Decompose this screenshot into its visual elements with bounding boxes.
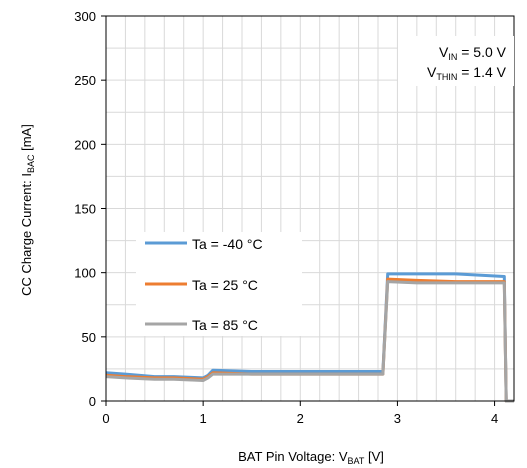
y-tick-label: 150 bbox=[74, 202, 96, 217]
condition-vin: VIN = 5.0 V bbox=[439, 44, 507, 62]
y-tick-label: 50 bbox=[82, 330, 96, 345]
series-line-3 bbox=[105, 280, 514, 403]
x-tick-label: 1 bbox=[200, 411, 207, 426]
axes bbox=[101, 15, 515, 406]
legend-label-series-2: Ta = 25 °C bbox=[192, 277, 258, 293]
legend-label-series-3: Ta = 85 °C bbox=[192, 317, 258, 333]
legend-label-series-1: Ta = -40 °C bbox=[192, 236, 263, 252]
x-tick-label: 0 bbox=[102, 411, 109, 426]
y-tick-label: 250 bbox=[74, 73, 96, 88]
legend: Ta = -40 °C Ta = 25 °C Ta = 85 °C bbox=[136, 232, 302, 336]
y-tick-label: 100 bbox=[74, 266, 96, 281]
condition-vthin: VTHIN = 1.4 V bbox=[427, 64, 507, 82]
x-tick-label: 4 bbox=[491, 411, 498, 426]
y-tick-label: 0 bbox=[89, 394, 96, 409]
conditions-annotation: VIN = 5.0 V VTHIN = 1.4 V bbox=[398, 36, 514, 86]
x-tick-label: 2 bbox=[297, 411, 304, 426]
series-layer bbox=[105, 272, 514, 403]
x-axis-title: BAT Pin Voltage: VBAT [V] bbox=[238, 449, 384, 466]
x-tick-label: 3 bbox=[394, 411, 401, 426]
y-tick-label: 300 bbox=[74, 9, 96, 24]
tick-labels: 0 1 2 3 4 0 50 100 150 200 250 300 bbox=[74, 9, 498, 426]
y-tick-label: 200 bbox=[74, 137, 96, 152]
y-axis-title: CC Charge Current: IBAC [mA] bbox=[19, 124, 36, 296]
